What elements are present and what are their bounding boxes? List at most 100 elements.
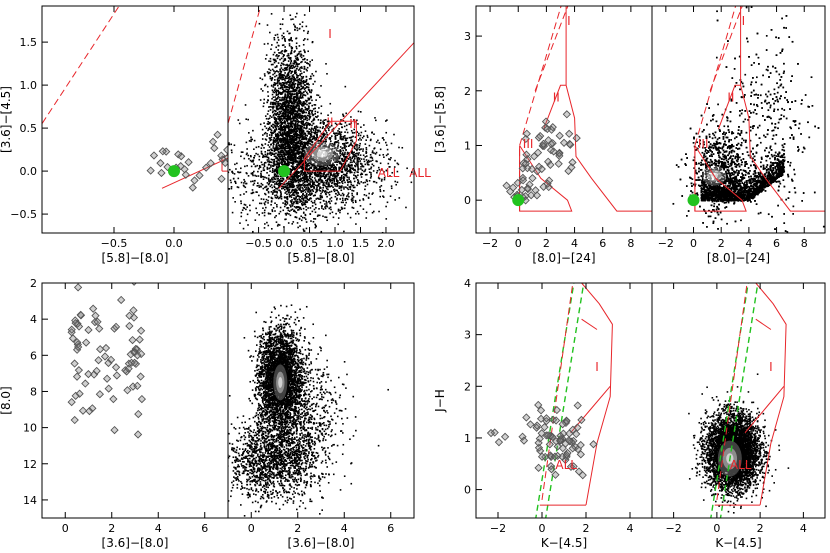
cloud-point [299,66,302,69]
cloud-point [333,161,336,163]
cloud-point [295,155,297,157]
cloud-point [340,131,343,133]
cloud-point [278,122,280,125]
cloud-point [302,39,305,42]
cloud-point [357,180,360,182]
cloud-point [388,166,391,168]
cloud-point [280,185,283,188]
cloud-point [266,166,269,169]
cloud-point [286,147,289,150]
cloud-point [289,175,292,178]
cloud-point [266,85,269,88]
cloud-point [372,180,375,183]
cloud-point [272,63,274,66]
cloud-point [300,61,302,64]
cloud-point [326,163,328,166]
cloud-point [309,213,312,215]
cloud-point [300,88,302,91]
cloud-point [283,188,286,191]
cloud-point [286,96,289,99]
cloud-point [293,205,296,208]
cloud-point [303,88,306,91]
cloud-point [279,92,282,94]
cloud-point [279,141,282,144]
cloud-point [311,176,314,179]
cloud-point [323,119,326,122]
cloud-point [301,196,304,198]
cloud-point [291,109,293,112]
cloud-point [279,196,281,199]
cloud-point [302,75,305,78]
cloud-point [333,188,336,191]
cloud-point [332,162,334,165]
cloud-point [281,158,284,160]
cloud-point [261,144,264,147]
cloud-point [288,69,291,72]
cloud-point [366,173,368,176]
cloud-point [313,200,316,202]
cloud-point [275,144,278,147]
cloud-point [277,77,280,79]
cloud-point [373,152,375,154]
cloud-point [294,144,296,147]
cloud-point [270,196,273,199]
cloud-point [289,32,291,35]
cloud-point [360,148,362,150]
cloud-point [272,86,275,88]
cloud-point [250,155,252,158]
cloud-point [300,83,302,85]
cloud-point [289,134,292,137]
cloud-point [283,90,286,93]
cloud-point [296,143,298,145]
cloud-point [305,141,308,144]
cloud-point [238,122,241,125]
cloud-point [332,174,335,176]
cloud-point [338,150,341,152]
cloud-point [288,115,290,118]
cloud-point [328,194,331,196]
cloud-point [311,147,314,150]
cloud-point [273,174,276,177]
cloud-point [287,118,290,121]
cloud-point [245,219,248,222]
cloud-point [303,94,306,96]
cloud-point [284,152,286,154]
cloud-point [308,191,311,193]
cloud-point [334,153,336,156]
cloud-point [332,130,334,132]
cloud-point [322,182,325,185]
cloud-point [284,101,286,104]
cloud-point [253,182,256,185]
cloud-point [266,101,268,104]
cloud-point [274,196,277,199]
cloud-point [290,97,293,100]
cloud-point [353,142,356,144]
cloud-point [327,163,330,166]
cloud-point [313,169,315,171]
cloud-point [318,129,320,132]
cloud-point [241,209,244,211]
cloud-point [337,139,340,142]
cloud-point [283,205,286,208]
cloud-point [250,138,253,141]
cloud-point [334,134,337,137]
cloud-point [272,147,274,149]
cloud-point [319,121,322,124]
cloud-point [280,155,282,158]
cloud-point [315,153,318,156]
cloud-point [267,212,270,215]
cloud-point [278,52,280,54]
cloud-point [277,135,280,138]
cloud-point [247,224,249,226]
cloud-point [298,106,300,109]
cloud-point [297,78,299,81]
cloud-point [342,113,344,116]
cloud-point [326,159,328,161]
cloud-point [286,107,288,110]
cloud-point [327,192,330,194]
cloud-point [281,81,284,84]
cloud-point [294,78,297,80]
cloud-point [353,180,356,183]
cloud-point [284,109,287,112]
cloud-point [273,37,276,39]
